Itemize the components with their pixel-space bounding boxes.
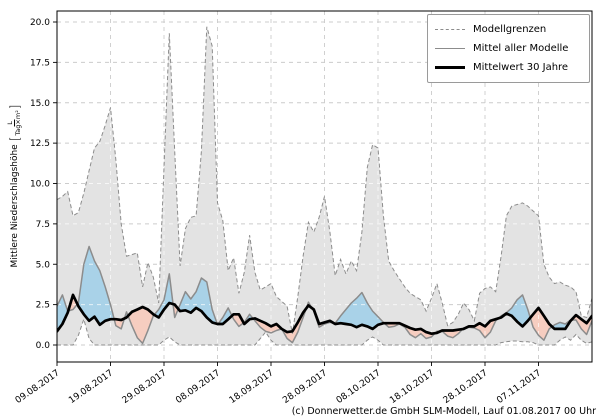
legend-item-modellgrenzen: Modellgrenzen	[435, 20, 581, 39]
below-normal-area	[231, 314, 244, 327]
y-axis-unit-open-bracket: [	[8, 136, 22, 142]
thirty-year-mean-line	[57, 293, 592, 336]
y-axis-unit-denominator: Tag×m²	[14, 110, 23, 136]
legend-label-mittel-aller-modelle: Mittel aller Modelle	[473, 43, 569, 54]
x-tick-label: 07.11.2017	[495, 368, 543, 406]
above-normal-area	[178, 278, 218, 324]
y-tick-label: 17.5	[30, 58, 50, 68]
x-tick-label: 28.10.2017	[442, 368, 490, 406]
y-axis-unit-close-bracket: ]	[8, 104, 22, 110]
below-normal-area	[530, 307, 553, 341]
legend-item-mittelwert-30-jahre: Mittelwert 30 Jahre	[435, 58, 581, 77]
y-tick-label: 5.0	[36, 260, 51, 270]
model-range-upper-bound-line	[57, 26, 592, 334]
thick-black-line-icon	[435, 66, 465, 69]
legend: Modellgrenzen Mittel aller Modelle Mitte…	[427, 14, 590, 83]
above-normal-area	[154, 273, 174, 318]
y-axis-label: Mittlere Niederschlagshöhe [ L Tag×m² ]	[6, 104, 23, 268]
below-normal-area	[128, 307, 155, 344]
copyright-footer: (c) Donnerwetter.de GmbH SLM-Modell, Lau…	[291, 406, 596, 417]
model-range-area	[57, 26, 592, 346]
above-normal-area	[57, 294, 69, 332]
x-tick-label: 08.09.2017	[174, 368, 222, 406]
below-normal-area	[253, 308, 307, 343]
y-tick-label: 15.0	[30, 99, 50, 109]
y-tick-label: 7.5	[36, 220, 50, 230]
axis-ticks	[53, 21, 539, 366]
dashed-gray-line-icon	[435, 29, 465, 30]
x-tick-label: 18.10.2017	[388, 368, 436, 406]
y-tick-label: 0.0	[36, 341, 51, 351]
model-range-lower-bound-line	[57, 317, 592, 346]
x-tick-label: 08.10.2017	[335, 368, 383, 406]
x-tick-label: 18.09.2017	[228, 368, 276, 406]
legend-label-mittelwert-30-jahre: Mittelwert 30 Jahre	[473, 62, 569, 73]
above-normal-area	[77, 246, 115, 325]
x-tick-label: 19.08.2017	[67, 368, 115, 406]
x-tick-label: 09.08.2017	[14, 368, 62, 406]
y-axis-unit-fraction: L Tag×m²	[6, 110, 23, 136]
y-tick-label: 20.0	[30, 18, 50, 28]
y-axis-label-text: Mittlere Niederschlagshöhe	[10, 144, 20, 268]
above-normal-area	[333, 292, 385, 329]
y-tick-label: 2.5	[36, 301, 50, 311]
x-tick-label: 29.08.2017	[121, 368, 169, 406]
x-tick-label: 28.09.2017	[281, 368, 329, 406]
y-tick-label: 12.5	[30, 139, 50, 149]
below-normal-area	[466, 318, 499, 338]
legend-item-mittel-aller-modelle: Mittel aller Modelle	[435, 39, 581, 58]
y-tick-label: 10.0	[30, 180, 50, 190]
above-normal-area	[498, 294, 531, 327]
solid-gray-line-icon	[435, 48, 465, 49]
legend-label-modellgrenzen: Modellgrenzen	[473, 24, 547, 35]
